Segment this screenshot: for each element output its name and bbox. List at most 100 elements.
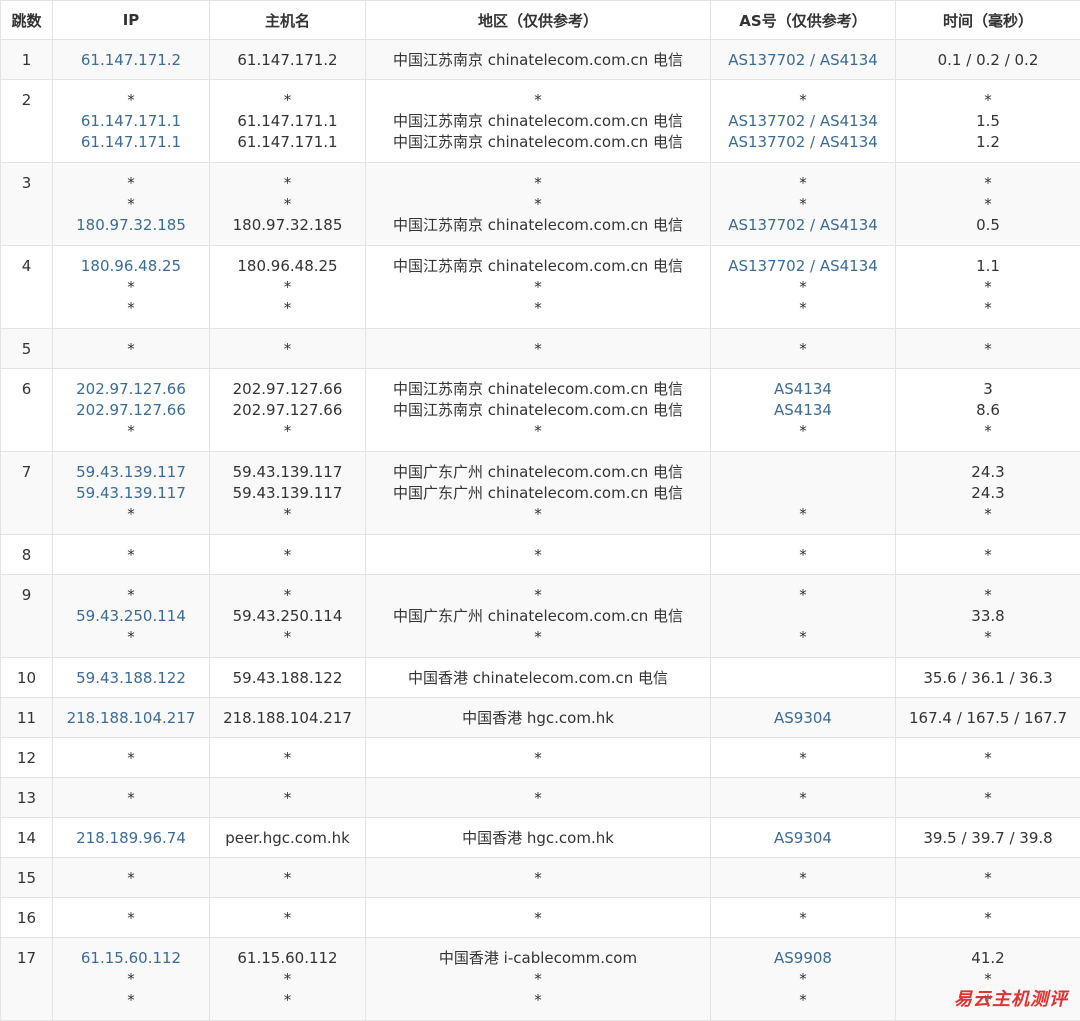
as-cell: AS4134 AS4134 *	[710, 368, 896, 452]
time-cell-line: 24.3	[971, 463, 1005, 481]
time-cell-line: *	[984, 195, 992, 213]
hostname-cell: 61.147.171.2	[209, 39, 366, 80]
as-link[interactable]: AS4134	[774, 380, 832, 398]
hop-cell: 5	[0, 328, 53, 369]
time-cell: 41.2 * *	[895, 937, 1080, 1021]
time-cell-line: 39.5 / 39.7 / 39.8	[923, 829, 1053, 847]
ip-cell: 61.15.60.112 * *	[52, 937, 210, 1021]
as-cell: * AS137702 / AS4134 AS137702 / AS4134	[710, 79, 896, 163]
as-link[interactable]: AS137702 / AS4134	[728, 216, 878, 234]
as-cell-line: *	[799, 970, 807, 988]
ip-cell: *	[52, 737, 210, 778]
time-cell: 39.5 / 39.7 / 39.8	[895, 817, 1080, 858]
hop-cell: 17	[0, 937, 53, 1021]
as-cell-line: *	[799, 422, 807, 440]
ip-cell: *	[52, 777, 210, 818]
hostname-cell: 59.43.188.122	[209, 657, 366, 698]
hostname-cell-line: 59.43.139.117	[232, 463, 343, 481]
table-row: 14 218.189.96.74 peer.hgc.com.hk 中国香港 hgc.c…	[0, 817, 1080, 858]
region-cell: *	[365, 897, 711, 938]
hop-cell: 9	[0, 574, 53, 658]
ip-link[interactable]: 61.147.171.2	[80, 51, 182, 69]
ip-cell-line: *	[127, 789, 135, 807]
time-cell-line: 8.6	[976, 401, 1000, 419]
hop-cell: 13	[0, 777, 53, 818]
region-cell: * * 中国江苏南京 chinatelecom.com.cn 电信	[365, 162, 711, 246]
time-cell-line: 33.8	[971, 607, 1005, 625]
as-cell-line: *	[799, 91, 807, 109]
ip-link[interactable]: 59.43.139.117	[76, 484, 186, 502]
as-link[interactable]: AS137702 / AS4134	[728, 133, 878, 151]
time-cell: *	[895, 857, 1080, 898]
as-cell-line	[711, 483, 895, 504]
hostname-cell-line: 61.147.171.2	[237, 51, 338, 69]
hop-cell: 14	[0, 817, 53, 858]
ip-link[interactable]: 61.15.60.112	[80, 949, 182, 967]
ip-link[interactable]: 202.97.127.66	[76, 380, 186, 398]
ip-link[interactable]: 202.97.127.66	[76, 401, 186, 419]
as-link[interactable]: AS137702 / AS4134	[728, 112, 878, 130]
time-cell-line: *	[984, 299, 992, 317]
as-cell: AS137702 / AS4134 * *	[710, 245, 896, 329]
ip-cell-line: *	[127, 749, 135, 767]
ip-cell-line: *	[127, 91, 135, 109]
ip-link[interactable]: 61.147.171.1	[80, 133, 182, 151]
ip-cell-line: *	[127, 546, 135, 564]
ip-link[interactable]: 59.43.250.114	[76, 607, 186, 625]
ip-link[interactable]: 180.96.48.25	[80, 257, 182, 275]
as-cell: AS137702 / AS4134	[710, 39, 896, 80]
time-cell-line: *	[984, 340, 992, 358]
time-cell-line: *	[984, 991, 992, 1009]
table-row: 15 * * * * *	[0, 857, 1080, 898]
region-cell-line: *	[534, 546, 542, 564]
as-cell: * * AS137702 / AS4134	[710, 162, 896, 246]
time-cell-line: 1.1	[976, 257, 1000, 275]
region-cell: *	[365, 857, 711, 898]
time-cell-line: *	[984, 91, 992, 109]
time-cell: *	[895, 777, 1080, 818]
as-link[interactable]: AS4134	[774, 401, 832, 419]
hostname-cell: * * 180.97.32.185	[209, 162, 366, 246]
time-cell: *	[895, 737, 1080, 778]
time-cell-line: *	[984, 278, 992, 296]
ip-link[interactable]: 59.43.188.122	[76, 669, 186, 687]
region-cell-line: *	[534, 749, 542, 767]
as-link[interactable]: AS137702 / AS4134	[728, 51, 878, 69]
region-cell: 中国香港 hgc.com.hk	[365, 697, 711, 738]
as-link[interactable]: AS137702 / AS4134	[728, 257, 878, 275]
as-cell: AS9304	[710, 817, 896, 858]
region-cell-line: 中国香港 chinatelecom.com.cn 电信	[407, 669, 669, 687]
as-cell-line: *	[799, 869, 807, 887]
as-cell-line: *	[799, 174, 807, 192]
time-cell: *	[895, 897, 1080, 938]
hostname-cell-line: *	[283, 991, 292, 1009]
time-cell: 167.4 / 167.5 / 167.7	[895, 697, 1080, 738]
ip-cell: * 61.147.171.1 61.147.171.1	[52, 79, 210, 163]
region-cell-line: 中国江苏南京 chinatelecom.com.cn 电信	[392, 51, 684, 69]
ip-cell-line: *	[127, 422, 135, 440]
hostname-cell-line: *	[283, 278, 292, 296]
region-cell-line: *	[534, 869, 542, 887]
ip-link[interactable]: 61.147.171.1	[80, 112, 182, 130]
region-cell: *	[365, 534, 711, 575]
as-cell: AS9908 * *	[710, 937, 896, 1021]
header-as: AS号（仅供参考）	[710, 0, 896, 40]
as-link[interactable]: AS9908	[774, 949, 832, 967]
region-cell-line: *	[534, 422, 542, 440]
as-link[interactable]: AS9304	[774, 709, 832, 727]
ip-cell: *	[52, 897, 210, 938]
ip-link[interactable]: 218.189.96.74	[76, 829, 186, 847]
time-cell: 0.1 / 0.2 / 0.2	[895, 39, 1080, 80]
time-cell-line: 3	[983, 380, 993, 398]
ip-cell: *	[52, 534, 210, 575]
hop-cell: 16	[0, 897, 53, 938]
ip-link[interactable]: 180.97.32.185	[76, 216, 186, 234]
ip-cell-line: *	[127, 340, 135, 358]
ip-link[interactable]: 218.188.104.217	[66, 709, 196, 727]
as-cell-line: *	[799, 505, 807, 523]
ip-link[interactable]: 59.43.139.117	[76, 463, 186, 481]
as-cell: *	[710, 534, 896, 575]
watermark-logo: 易云主机测评	[954, 989, 1068, 1010]
as-link[interactable]: AS9304	[774, 829, 832, 847]
